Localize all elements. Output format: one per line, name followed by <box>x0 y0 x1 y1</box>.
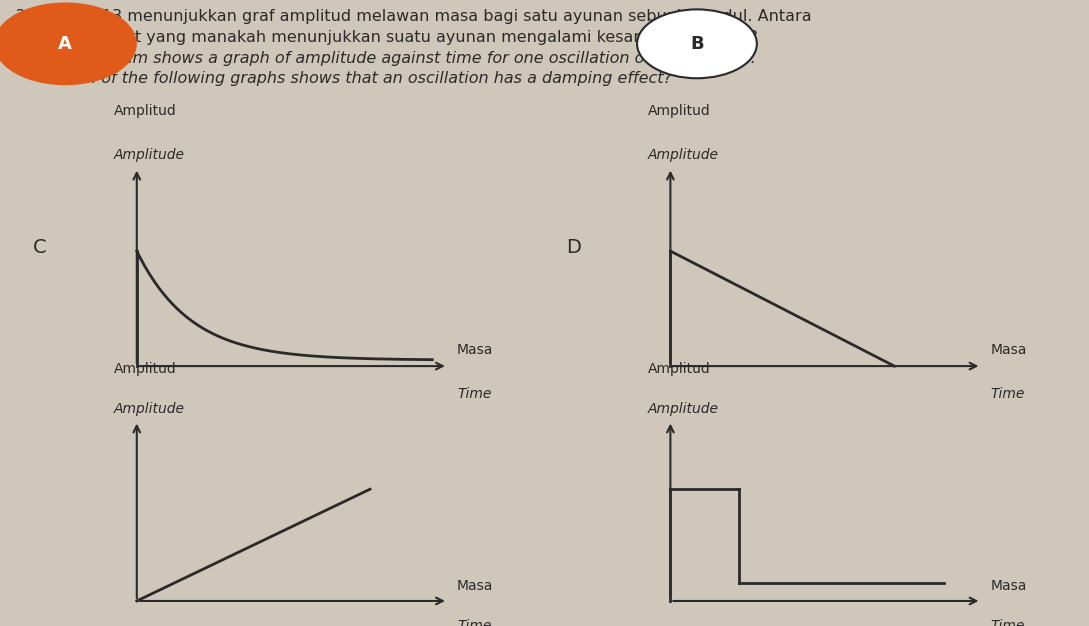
Text: Amplitud: Amplitud <box>648 104 710 118</box>
Text: Amplitud: Amplitud <box>648 362 710 376</box>
Text: Amplitude: Amplitude <box>648 148 719 162</box>
Text: Which of the following graphs shows that an oscillation has a damping effect?: Which of the following graphs shows that… <box>16 71 672 86</box>
Text: Amplitude: Amplitude <box>114 402 185 416</box>
Text: Masa: Masa <box>457 579 493 593</box>
Text: C: C <box>33 238 47 257</box>
Text: graf berikut yang manakah menunjukkan suatu ayunan mengalami kesan pelembapan?: graf berikut yang manakah menunjukkan su… <box>16 30 758 45</box>
Text: Time: Time <box>991 387 1025 401</box>
Text: Amplitude: Amplitude <box>114 148 185 162</box>
Text: D: D <box>566 238 582 257</box>
Text: A: A <box>59 35 72 53</box>
Text: The diagram shows a graph of amplitude against time for one oscillation of a pen: The diagram shows a graph of amplitude a… <box>16 51 756 66</box>
Text: Masa: Masa <box>457 342 493 357</box>
Text: Time: Time <box>457 619 491 626</box>
Text: Masa: Masa <box>991 579 1027 593</box>
Text: Time: Time <box>991 619 1025 626</box>
Text: Amplitude: Amplitude <box>648 402 719 416</box>
Text: Time: Time <box>457 387 491 401</box>
Text: Masa: Masa <box>991 342 1027 357</box>
Text: Amplitud: Amplitud <box>114 104 176 118</box>
Text: 23.  Rajah 13 menunjukkan graf amplitud melawan masa bagi satu ayunan sebuah ban: 23. Rajah 13 menunjukkan graf amplitud m… <box>16 9 812 24</box>
Text: B: B <box>690 35 703 53</box>
Text: Amplitud: Amplitud <box>114 362 176 376</box>
